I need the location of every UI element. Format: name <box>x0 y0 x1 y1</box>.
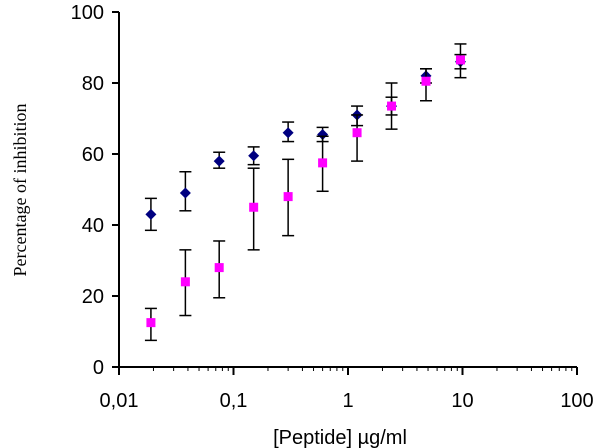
series-layer <box>144 43 467 342</box>
data-point-square <box>421 76 431 86</box>
data-point-diamond <box>248 150 260 162</box>
data-point-square <box>352 128 362 138</box>
x-ticks: 0,01 0,1 1 10 100 <box>100 367 594 412</box>
data-point-diamond <box>145 208 157 220</box>
y-tick-label: 0 <box>93 357 104 379</box>
x-tick-label: 10 <box>451 390 473 412</box>
y-axis-title: Percentage of inhibition <box>10 104 30 277</box>
data-point-diamond <box>282 127 294 139</box>
axes <box>118 12 577 368</box>
data-point-square <box>455 55 465 65</box>
data-point-diamond <box>317 128 329 140</box>
data-point-square <box>249 202 259 212</box>
y-tick-label: 40 <box>82 215 104 237</box>
series-1 <box>144 53 467 232</box>
x-tick-label: 1 <box>342 390 353 412</box>
data-point-square <box>283 192 293 202</box>
data-point-diamond <box>213 155 225 167</box>
series-2 <box>144 43 467 342</box>
data-point-square <box>214 263 224 273</box>
data-point-square <box>387 101 397 111</box>
data-point-square <box>180 277 190 287</box>
data-point-square <box>318 158 328 168</box>
y-tick-label: 20 <box>82 286 104 308</box>
y-tick-label: 80 <box>82 73 104 95</box>
data-point-diamond <box>179 187 191 199</box>
x-axis-title: [Peptide] µg/ml <box>273 427 407 448</box>
y-tick-label: 60 <box>82 144 104 166</box>
y-tick-label: 100 <box>71 2 104 24</box>
x-tick-label: 0,01 <box>100 390 139 412</box>
y-ticks: 0 20 40 60 80 100 <box>71 2 119 379</box>
x-tick-label: 100 <box>560 390 593 412</box>
x-tick-label: 0,1 <box>220 390 248 412</box>
data-point-square <box>146 318 156 328</box>
